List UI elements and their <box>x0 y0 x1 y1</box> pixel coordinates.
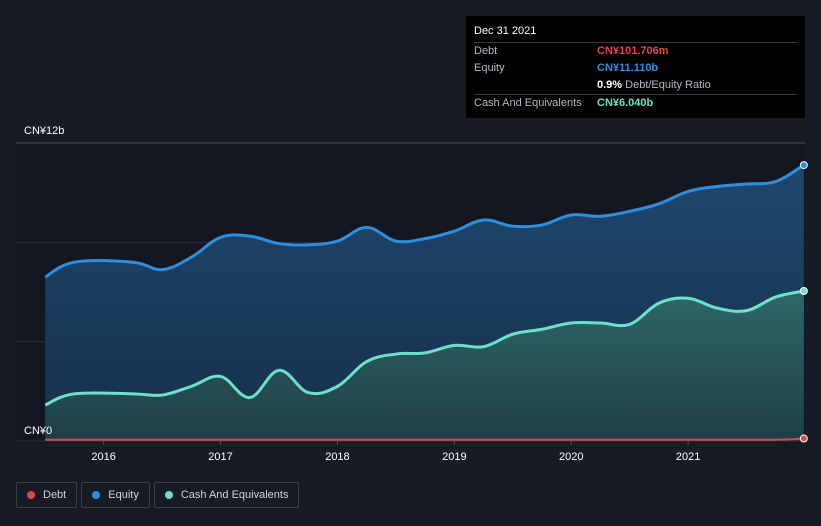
tooltip-row-equity: Equity CN¥11.110b <box>474 60 797 77</box>
tooltip-label-ratio <box>474 77 597 94</box>
x-tick-label: 2019 <box>442 451 467 463</box>
tooltip-row-cash: Cash And Equivalents CN¥6.040b <box>474 94 797 112</box>
legend-label-debt: Debt <box>43 489 67 501</box>
tooltip-ratio-value: 0.9% <box>597 79 623 91</box>
tooltip-value-equity: CN¥11.110b <box>597 62 659 74</box>
equity-dot-icon <box>92 491 101 499</box>
cash-area <box>45 291 804 441</box>
tooltip-label-cash: Cash And Equivalents <box>474 97 582 109</box>
x-tick-label: 2017 <box>208 451 233 463</box>
tooltip-panel: Dec 31 2021 Debt CN¥101.706m Equity CN¥1… <box>466 16 805 118</box>
y-tick-label-bottom: CN¥0 <box>24 425 53 437</box>
y-tick-label-top: CN¥12b <box>24 125 65 137</box>
legend-label-equity: Equity <box>108 489 139 501</box>
tooltip-value-debt: CN¥101.706m <box>597 45 669 57</box>
legend-item-equity[interactable]: Equity <box>81 482 150 508</box>
tooltip-row-debt: Debt CN¥101.706m <box>474 42 797 60</box>
debt-dot-icon <box>27 491 35 499</box>
tooltip-label-equity: Equity <box>474 62 505 74</box>
tooltip-date: Dec 31 2021 <box>474 25 537 37</box>
debt-line <box>45 437 804 441</box>
debt-end-point <box>799 434 808 443</box>
legend-item-cash[interactable]: Cash And Equivalents <box>153 482 300 508</box>
x-tick-label: 2020 <box>558 451 584 463</box>
x-tick-label: 2018 <box>325 451 350 463</box>
legend: Debt Equity Cash And Equivalents <box>16 482 300 510</box>
cash-line <box>44 289 805 407</box>
x-tick-label: 2016 <box>91 451 116 463</box>
cash-dot-icon <box>164 491 173 499</box>
tooltip-value-cash: CN¥6.040b <box>597 97 654 109</box>
tooltip-row-ratio: 0.9% Debt/Equity Ratio <box>474 77 797 94</box>
legend-label-cash: Cash And Equivalents <box>180 489 289 501</box>
equity-line <box>44 163 805 279</box>
legend-item-debt[interactable]: Debt <box>16 482 78 508</box>
cash-end-point <box>799 287 808 296</box>
equity-end-point <box>799 161 808 170</box>
tooltip-ratio-label: Debt/Equity Ratio <box>625 79 711 91</box>
x-tick-label: 2021 <box>675 451 701 463</box>
tooltip-label-debt: Debt <box>474 45 498 57</box>
